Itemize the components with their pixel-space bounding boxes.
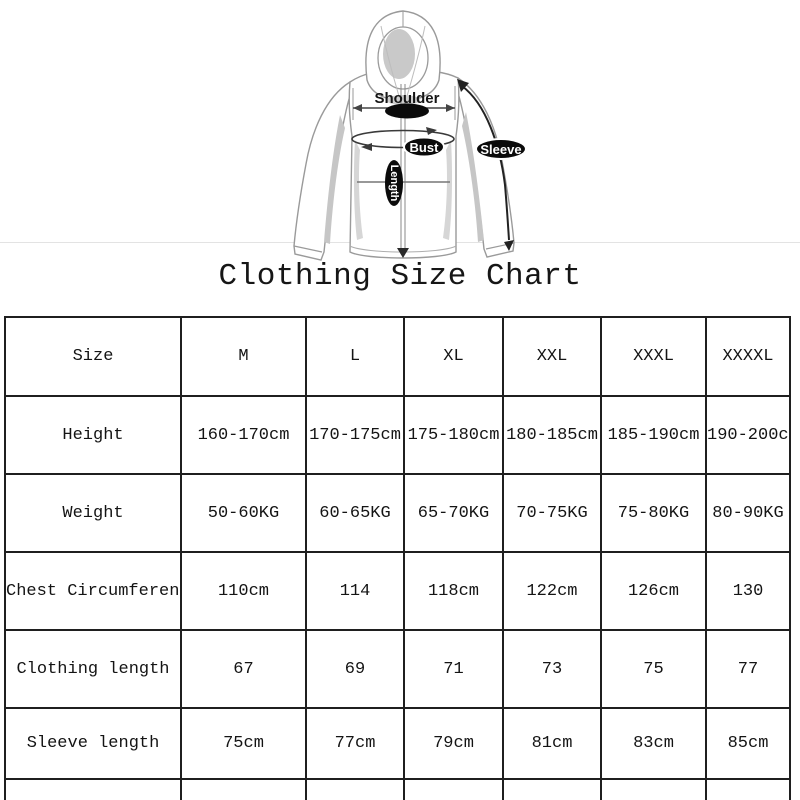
- jacket-left-sleeve: [293, 80, 352, 261]
- shoulder-label: Shoulder: [374, 90, 439, 107]
- size-chart: Size M L XL XXL XXXL XXXXL Height 160-17…: [4, 316, 791, 800]
- table-cell: 65-70KG: [403, 473, 504, 553]
- table-cell: 126cm: [600, 551, 707, 631]
- sleeve-arrowhead-bottom: [504, 240, 514, 251]
- header-size-xxl: XXL: [502, 316, 602, 397]
- table-cell: 160-170cm: [180, 395, 307, 475]
- table-cell: 180-185cm: [502, 395, 602, 475]
- row-label: Sleeve length: [4, 707, 182, 780]
- row-label: Weight: [4, 473, 182, 553]
- sleeve-arrowhead-top: [457, 79, 469, 92]
- table-row-clothing-length: Clothing length 67 69 71 73 75 77: [4, 629, 791, 709]
- table-cell: 130: [705, 551, 791, 631]
- table-cell: 77: [705, 629, 791, 709]
- table-cell: 69: [305, 629, 405, 709]
- table-cell: 175-180cm: [403, 395, 504, 475]
- table-cell: 70-75KG: [502, 473, 602, 553]
- table-cell: 122cm: [502, 551, 602, 631]
- table-cell: 75: [600, 629, 707, 709]
- table-cell: 75cm: [180, 707, 307, 780]
- shade-left-sleeve: [324, 115, 345, 244]
- table-cell: 170-175cm: [305, 395, 405, 475]
- table-row-chest: Chest Circumferenc 110cm 114 118cm 122cm…: [4, 551, 791, 631]
- bust-measure-ellipse: [351, 129, 455, 149]
- sleeve-arrow-line: [461, 85, 510, 241]
- sleeve-label: Sleeve: [480, 142, 521, 157]
- table-header-row: Size M L XL XXL XXXL XXXXL: [4, 316, 791, 397]
- row-label: Chest Circumferenc: [4, 551, 182, 631]
- table-row-sleeve-length: Sleeve length 75cm 77cm 79cm 81cm 83cm 8…: [4, 707, 791, 780]
- table-cell: 110cm: [180, 551, 307, 631]
- table-cell: [305, 778, 405, 800]
- shoulder-marker-ellipse: [385, 103, 429, 119]
- size-chart-table: Size M L XL XXL XXXL XXXXL Height 160-17…: [4, 316, 791, 800]
- left-cuff-line: [293, 245, 323, 253]
- table-row-weight: Weight 50-60KG 60-65KG 65-70KG 70-75KG 7…: [4, 473, 791, 553]
- bust-marker-ellipse: [403, 136, 445, 158]
- table-cell: 81cm: [502, 707, 602, 780]
- table-cell: 75-80KG: [600, 473, 707, 553]
- row-label: Clothing length: [4, 629, 182, 709]
- bust-arrowhead-left: [361, 143, 372, 151]
- bust-label: Bust: [410, 140, 440, 155]
- table-cell: 79cm: [403, 707, 504, 780]
- table-cell: 73: [502, 629, 602, 709]
- table-cell: 80-90KG: [705, 473, 791, 553]
- shade-left-side: [353, 140, 363, 240]
- page-title: Clothing Size Chart: [218, 259, 582, 294]
- header-size-xxxxl: XXXXL: [705, 316, 791, 397]
- length-arrowhead: [397, 248, 409, 258]
- jacket-figure: Shoulder Bust Sleeve Length: [250, 0, 560, 268]
- table-cell: 185-190cm: [600, 395, 707, 475]
- table-cell: 118cm: [403, 551, 504, 631]
- shoulder-arrowhead-right: [446, 104, 455, 112]
- table-cell: 60-65KG: [305, 473, 405, 553]
- shoulder-arrowhead-left: [353, 104, 362, 112]
- table-row-partial: [4, 778, 791, 800]
- table-cell: 71: [403, 629, 504, 709]
- sleeve-marker-ellipse: [475, 138, 527, 160]
- header-size-m: M: [180, 316, 307, 397]
- bust-arrowhead-right: [426, 127, 437, 135]
- length-label: Length: [388, 165, 400, 202]
- length-marker-ellipse: [385, 160, 403, 206]
- table-cell: 50-60KG: [180, 473, 307, 553]
- table-cell: [403, 778, 504, 800]
- table-cell: [705, 778, 791, 800]
- jacket-illustration: Shoulder Bust Sleeve Length: [293, 10, 527, 261]
- neck-shade: [386, 95, 420, 105]
- table-cell: [600, 778, 707, 800]
- jacket-right-sleeve: [456, 76, 515, 258]
- header-size-l: L: [305, 316, 405, 397]
- table-cell: 77cm: [305, 707, 405, 780]
- shade-right-sleeve: [462, 112, 484, 242]
- table-row-height: Height 160-170cm 170-175cm 175-180cm 180…: [4, 395, 791, 475]
- shade-right-side: [443, 140, 453, 240]
- table-cell: 83cm: [600, 707, 707, 780]
- header-size-xxxl: XXXL: [600, 316, 707, 397]
- table-cell: [180, 778, 307, 800]
- table-cell: [502, 778, 602, 800]
- table-cell: 190-200cm: [705, 395, 791, 475]
- table-cell: 114: [305, 551, 405, 631]
- row-label: Height: [4, 395, 182, 475]
- table-cell: 67: [180, 629, 307, 709]
- table-cell: 85cm: [705, 707, 791, 780]
- table-cell: [4, 778, 182, 800]
- header-size-xl: XL: [403, 316, 504, 397]
- header-size-label: Size: [4, 316, 182, 397]
